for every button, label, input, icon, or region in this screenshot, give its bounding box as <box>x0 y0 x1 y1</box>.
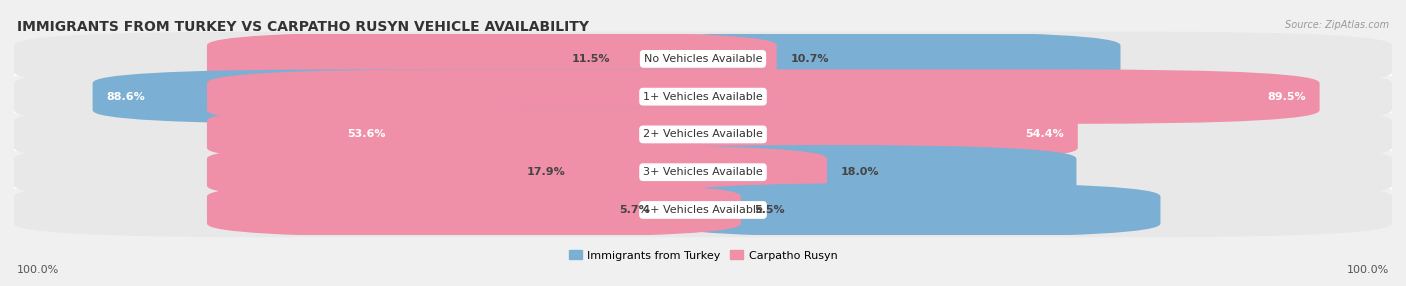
FancyBboxPatch shape <box>207 69 1320 124</box>
Text: Source: ZipAtlas.com: Source: ZipAtlas.com <box>1285 20 1389 30</box>
FancyBboxPatch shape <box>624 32 1121 86</box>
FancyBboxPatch shape <box>14 32 1392 86</box>
Legend: Immigrants from Turkey, Carpatho Rusyn: Immigrants from Turkey, Carpatho Rusyn <box>564 246 842 265</box>
Text: 3+ Vehicles Available: 3+ Vehicles Available <box>643 167 763 177</box>
Text: IMMIGRANTS FROM TURKEY VS CARPATHO RUSYN VEHICLE AVAILABILITY: IMMIGRANTS FROM TURKEY VS CARPATHO RUSYN… <box>17 20 589 34</box>
Text: 2+ Vehicles Available: 2+ Vehicles Available <box>643 130 763 139</box>
Text: 89.5%: 89.5% <box>1267 92 1306 102</box>
FancyBboxPatch shape <box>14 107 1392 162</box>
Text: 11.5%: 11.5% <box>571 54 610 64</box>
FancyBboxPatch shape <box>207 107 1078 162</box>
FancyBboxPatch shape <box>207 145 827 199</box>
FancyBboxPatch shape <box>14 145 1392 199</box>
Text: 1+ Vehicles Available: 1+ Vehicles Available <box>643 92 763 102</box>
Text: 4+ Vehicles Available: 4+ Vehicles Available <box>643 205 763 215</box>
Text: 88.6%: 88.6% <box>107 92 145 102</box>
FancyBboxPatch shape <box>664 183 1160 237</box>
Text: 5.7%: 5.7% <box>619 205 650 215</box>
Text: No Vehicles Available: No Vehicles Available <box>644 54 762 64</box>
Text: 18.0%: 18.0% <box>841 167 879 177</box>
FancyBboxPatch shape <box>93 69 950 124</box>
Text: 100.0%: 100.0% <box>17 265 59 275</box>
Text: 5.5%: 5.5% <box>755 205 786 215</box>
FancyBboxPatch shape <box>207 183 741 237</box>
FancyBboxPatch shape <box>207 32 776 86</box>
FancyBboxPatch shape <box>14 183 1392 237</box>
Text: 53.6%: 53.6% <box>347 130 387 139</box>
Text: 10.7%: 10.7% <box>790 54 830 64</box>
FancyBboxPatch shape <box>14 69 1392 124</box>
FancyBboxPatch shape <box>333 107 950 162</box>
FancyBboxPatch shape <box>579 145 1077 199</box>
Text: 100.0%: 100.0% <box>1347 265 1389 275</box>
Text: 17.9%: 17.9% <box>527 167 565 177</box>
Text: 54.4%: 54.4% <box>1025 130 1064 139</box>
